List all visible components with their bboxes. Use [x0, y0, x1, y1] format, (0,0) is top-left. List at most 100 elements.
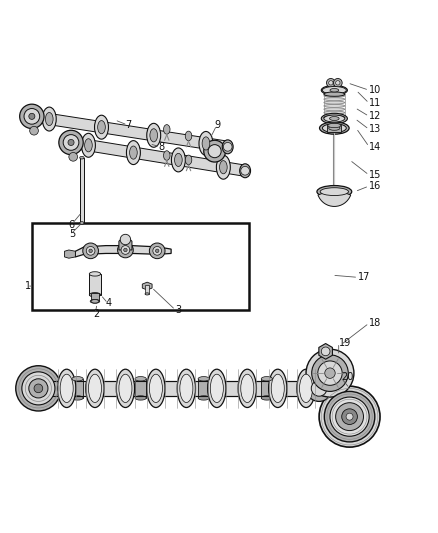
Bar: [45, 381, 319, 396]
Ellipse shape: [297, 369, 315, 408]
Ellipse shape: [268, 369, 287, 408]
Ellipse shape: [261, 377, 272, 381]
Circle shape: [63, 135, 79, 150]
Bar: [327, 125, 341, 133]
Ellipse shape: [328, 126, 340, 130]
Circle shape: [306, 349, 354, 397]
Ellipse shape: [324, 104, 345, 108]
Ellipse shape: [261, 396, 272, 400]
Bar: [198, 379, 209, 398]
Ellipse shape: [219, 160, 227, 174]
Ellipse shape: [88, 374, 102, 402]
Polygon shape: [71, 137, 245, 176]
Text: 12: 12: [369, 111, 381, 122]
Circle shape: [204, 140, 226, 162]
Ellipse shape: [180, 374, 193, 402]
Ellipse shape: [241, 374, 254, 402]
Circle shape: [24, 109, 40, 124]
Ellipse shape: [173, 154, 183, 166]
Bar: [324, 94, 345, 118]
Ellipse shape: [222, 140, 233, 154]
Ellipse shape: [300, 374, 313, 402]
Circle shape: [321, 347, 330, 356]
Ellipse shape: [175, 154, 182, 166]
Ellipse shape: [89, 272, 101, 276]
Ellipse shape: [163, 151, 170, 160]
Ellipse shape: [322, 124, 346, 133]
Circle shape: [155, 249, 159, 253]
Ellipse shape: [320, 188, 349, 196]
Text: 2: 2: [93, 309, 99, 319]
Ellipse shape: [150, 129, 158, 142]
Wedge shape: [318, 189, 351, 206]
Polygon shape: [119, 238, 132, 250]
Ellipse shape: [185, 155, 192, 165]
Circle shape: [312, 355, 348, 391]
Circle shape: [346, 413, 353, 420]
Ellipse shape: [46, 112, 53, 126]
Ellipse shape: [81, 133, 95, 157]
Polygon shape: [319, 344, 332, 359]
Circle shape: [336, 80, 340, 85]
Circle shape: [89, 249, 92, 253]
Ellipse shape: [91, 300, 99, 303]
Ellipse shape: [185, 131, 192, 141]
Text: 10: 10: [369, 85, 381, 95]
Circle shape: [16, 366, 61, 411]
Circle shape: [326, 78, 335, 87]
Polygon shape: [64, 250, 75, 258]
Circle shape: [68, 140, 74, 146]
Ellipse shape: [86, 369, 104, 408]
Circle shape: [325, 368, 335, 378]
Circle shape: [336, 403, 364, 431]
Circle shape: [22, 372, 55, 405]
Circle shape: [149, 243, 165, 259]
Ellipse shape: [329, 117, 339, 120]
Circle shape: [153, 246, 162, 255]
Circle shape: [29, 114, 35, 119]
Circle shape: [306, 375, 332, 401]
Text: 13: 13: [369, 124, 381, 134]
Ellipse shape: [80, 222, 84, 224]
Ellipse shape: [321, 114, 347, 124]
Text: 8: 8: [158, 142, 164, 152]
Ellipse shape: [97, 121, 106, 133]
Text: 1: 1: [25, 281, 32, 291]
Ellipse shape: [330, 88, 339, 92]
Circle shape: [29, 379, 48, 398]
Ellipse shape: [199, 132, 213, 156]
Ellipse shape: [57, 369, 76, 408]
Ellipse shape: [324, 115, 345, 122]
Circle shape: [124, 248, 127, 252]
Text: 20: 20: [341, 373, 353, 383]
Circle shape: [59, 130, 83, 155]
Ellipse shape: [147, 123, 161, 147]
Ellipse shape: [321, 85, 347, 95]
Ellipse shape: [324, 92, 345, 96]
Ellipse shape: [216, 155, 230, 179]
Bar: [261, 379, 272, 398]
Polygon shape: [142, 282, 152, 290]
Ellipse shape: [72, 377, 83, 381]
Ellipse shape: [271, 374, 284, 402]
Text: 7: 7: [125, 120, 132, 130]
Ellipse shape: [119, 374, 132, 402]
Ellipse shape: [116, 369, 134, 408]
Ellipse shape: [145, 293, 149, 295]
Ellipse shape: [163, 125, 170, 134]
Ellipse shape: [45, 113, 54, 125]
Circle shape: [328, 80, 333, 85]
Circle shape: [208, 144, 221, 158]
Circle shape: [86, 246, 95, 255]
Ellipse shape: [324, 101, 345, 104]
Ellipse shape: [80, 156, 84, 159]
Bar: [135, 379, 146, 398]
Ellipse shape: [324, 116, 345, 120]
Ellipse shape: [208, 369, 226, 408]
Ellipse shape: [98, 120, 105, 134]
Ellipse shape: [127, 141, 140, 165]
Text: 14: 14: [369, 142, 381, 152]
Circle shape: [311, 381, 327, 396]
Circle shape: [324, 391, 375, 442]
Bar: [91, 294, 99, 301]
